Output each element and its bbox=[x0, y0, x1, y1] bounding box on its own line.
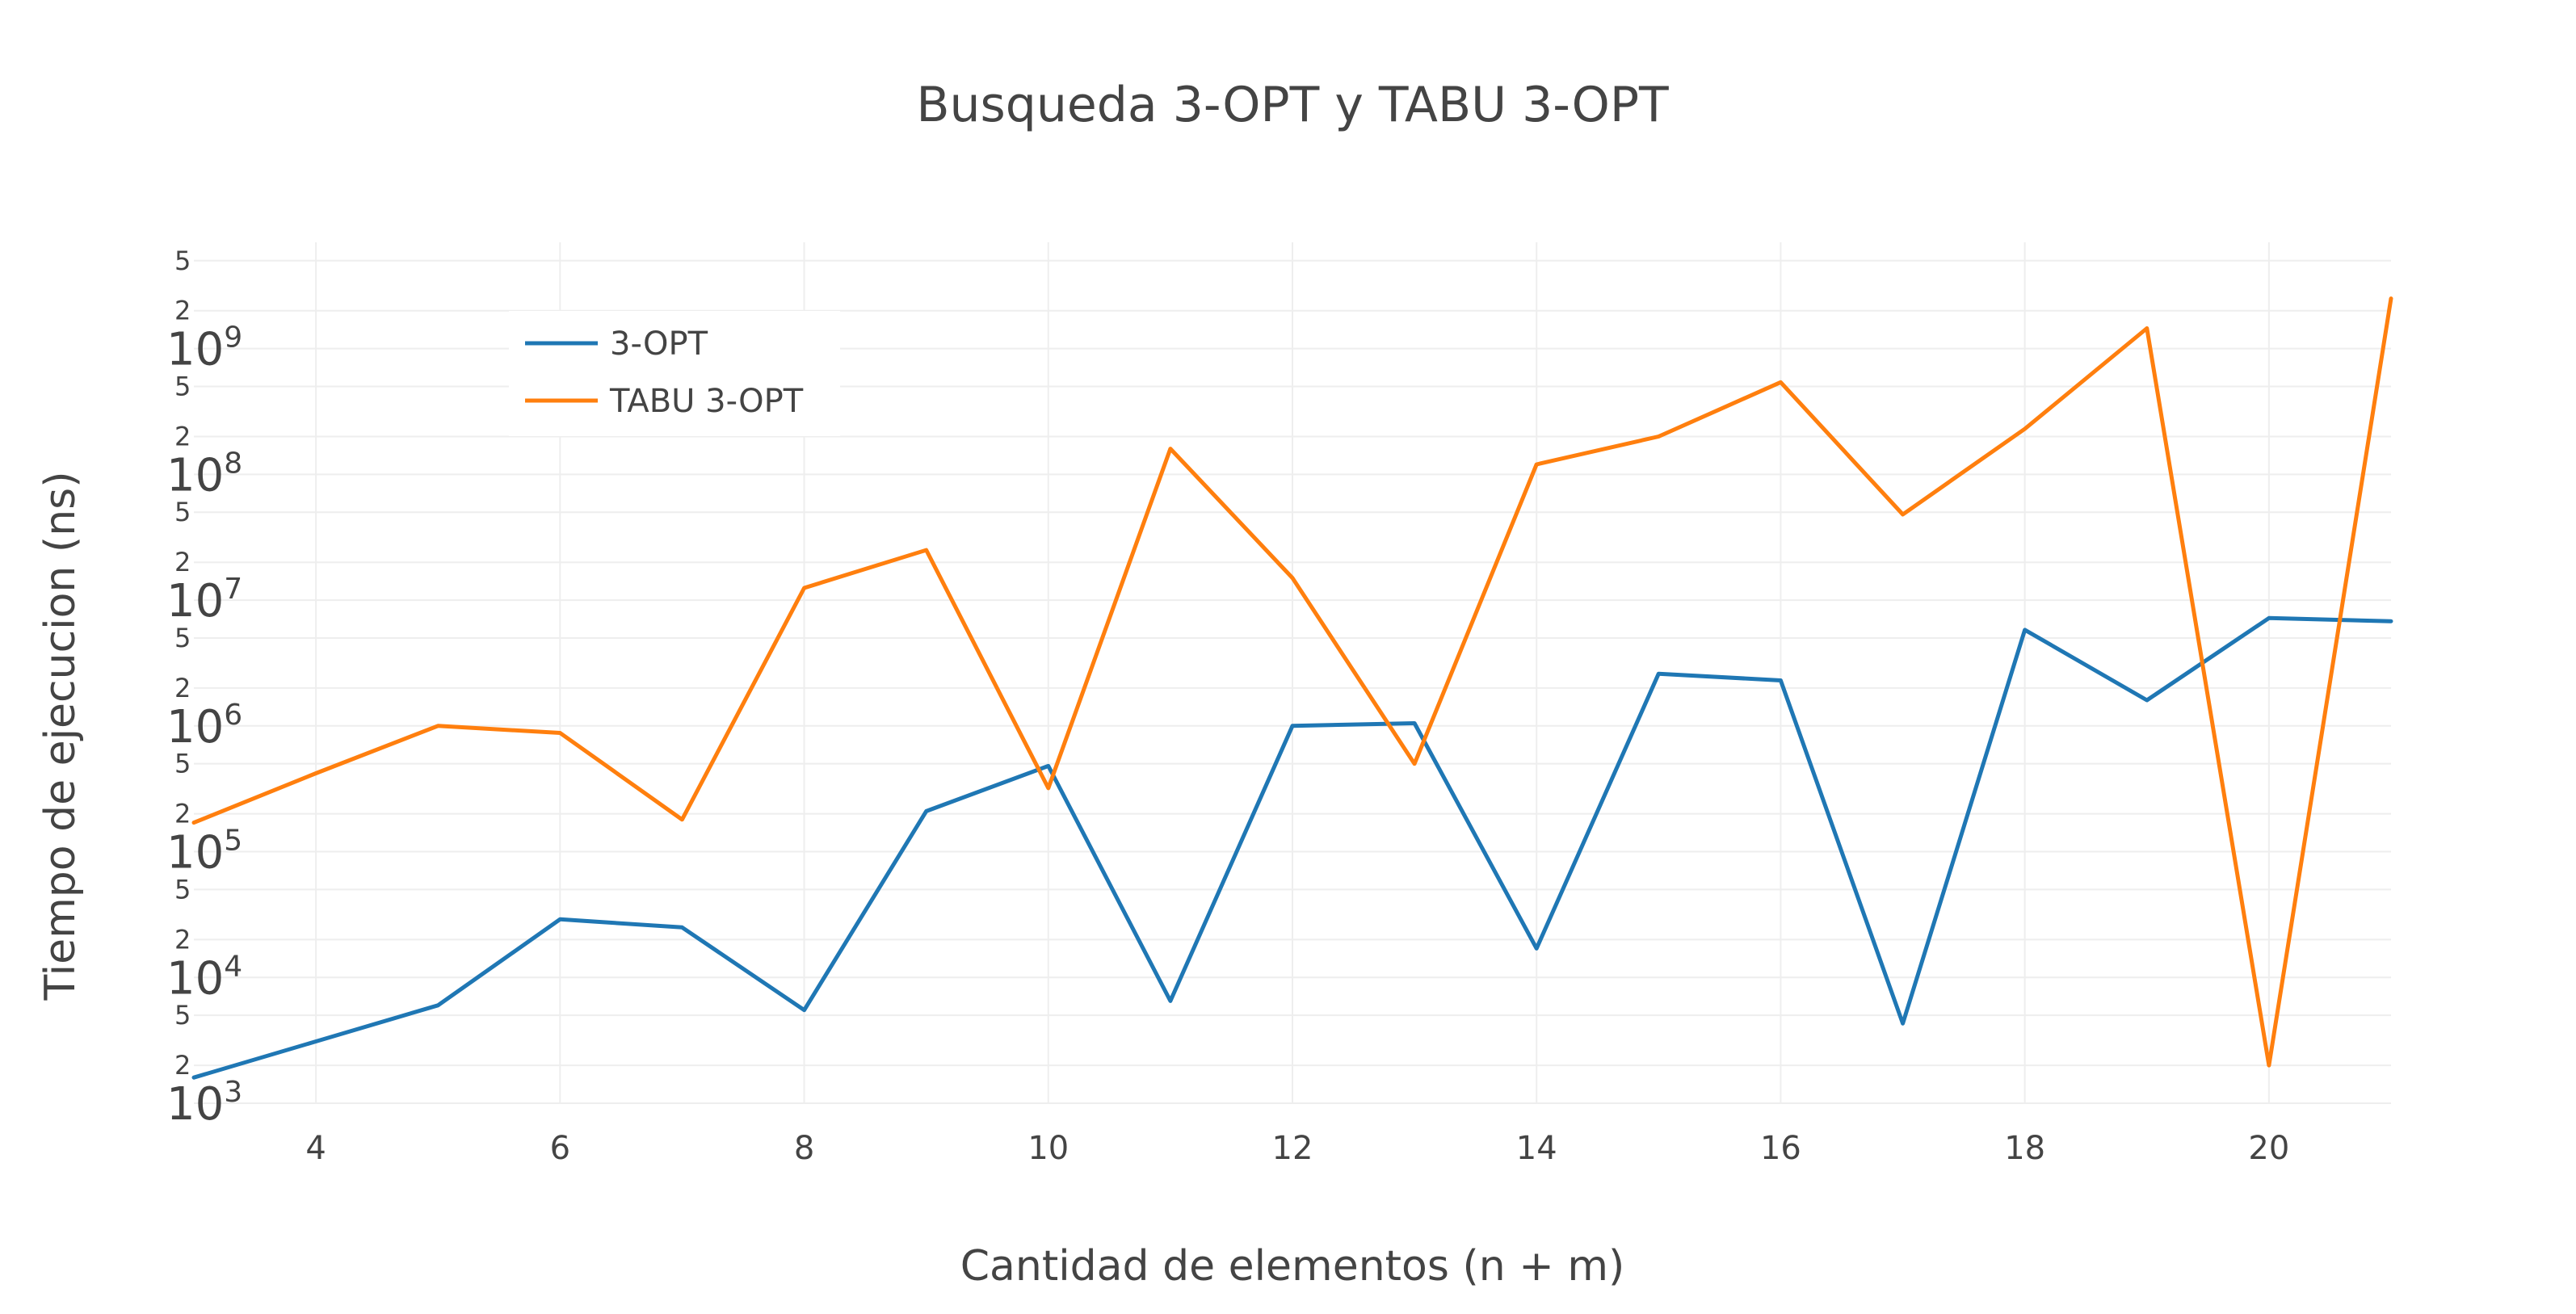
legend[interactable]: 3-OPT TABU 3-OPT bbox=[509, 311, 840, 436]
x-tick-label: 8 bbox=[794, 1130, 814, 1167]
y-tick-label: 107 bbox=[166, 573, 242, 628]
y-tick-label: 108 bbox=[166, 447, 242, 502]
y-axis-title: Tiempo de ejecucion (ns) bbox=[36, 471, 85, 1001]
x-axis-ticks: 4 6 8 10 12 14 16 18 20 bbox=[305, 1130, 2289, 1167]
legend-background bbox=[509, 311, 840, 436]
y-minor-tick-label: 5 bbox=[174, 874, 191, 905]
legend-item-3-opt[interactable]: 3-OPT bbox=[525, 325, 708, 363]
y-tick-label: 106 bbox=[166, 699, 242, 754]
x-tick-label: 16 bbox=[1760, 1130, 1801, 1167]
series-line-tabu-3-opt bbox=[191, 296, 2393, 1068]
grid bbox=[194, 242, 2391, 1104]
y-tick-label: 104 bbox=[166, 950, 242, 1005]
y-minor-tick-label: 5 bbox=[174, 497, 191, 527]
y-minor-tick-label: 2 bbox=[174, 799, 191, 829]
y-tick-label: 103 bbox=[166, 1076, 242, 1131]
y-minor-tick-label: 5 bbox=[174, 749, 191, 779]
x-axis-title: Cantidad de elementos (n + m) bbox=[960, 1242, 1625, 1291]
x-tick-label: 20 bbox=[2248, 1130, 2289, 1167]
x-tick-label: 6 bbox=[550, 1130, 570, 1167]
y-minor-tick-label: 2 bbox=[174, 547, 191, 577]
y-tick-label: 109 bbox=[166, 321, 242, 376]
y-minor-tick-label: 2 bbox=[174, 924, 191, 955]
y-minor-tick-label: 2 bbox=[174, 673, 191, 703]
y-minor-tick-label: 2 bbox=[174, 421, 191, 451]
legend-label-3-opt: 3-OPT bbox=[610, 325, 708, 363]
series-lines bbox=[191, 296, 2393, 1080]
y-minor-tick-label: 5 bbox=[174, 623, 191, 653]
x-tick-label: 10 bbox=[1027, 1130, 1069, 1167]
legend-label-tabu-3-opt: TABU 3-OPT bbox=[609, 383, 804, 420]
series-line-3-opt bbox=[191, 615, 2393, 1080]
y-minor-tick-label: 5 bbox=[174, 246, 191, 276]
y-minor-tick-label: 2 bbox=[174, 1050, 191, 1081]
x-tick-label: 12 bbox=[1272, 1130, 1313, 1167]
y-minor-tick-label: 5 bbox=[174, 371, 191, 401]
y-minor-tick-label: 5 bbox=[174, 1000, 191, 1031]
chart-title: Busqueda 3-OPT y TABU 3-OPT bbox=[916, 77, 1669, 133]
y-minor-tick-label: 2 bbox=[174, 296, 191, 326]
x-tick-label: 4 bbox=[305, 1130, 326, 1167]
y-tick-label: 105 bbox=[166, 825, 242, 879]
legend-item-tabu-3-opt[interactable]: TABU 3-OPT bbox=[525, 383, 804, 420]
x-tick-label: 14 bbox=[1516, 1130, 1557, 1167]
x-tick-label: 18 bbox=[2004, 1130, 2045, 1167]
